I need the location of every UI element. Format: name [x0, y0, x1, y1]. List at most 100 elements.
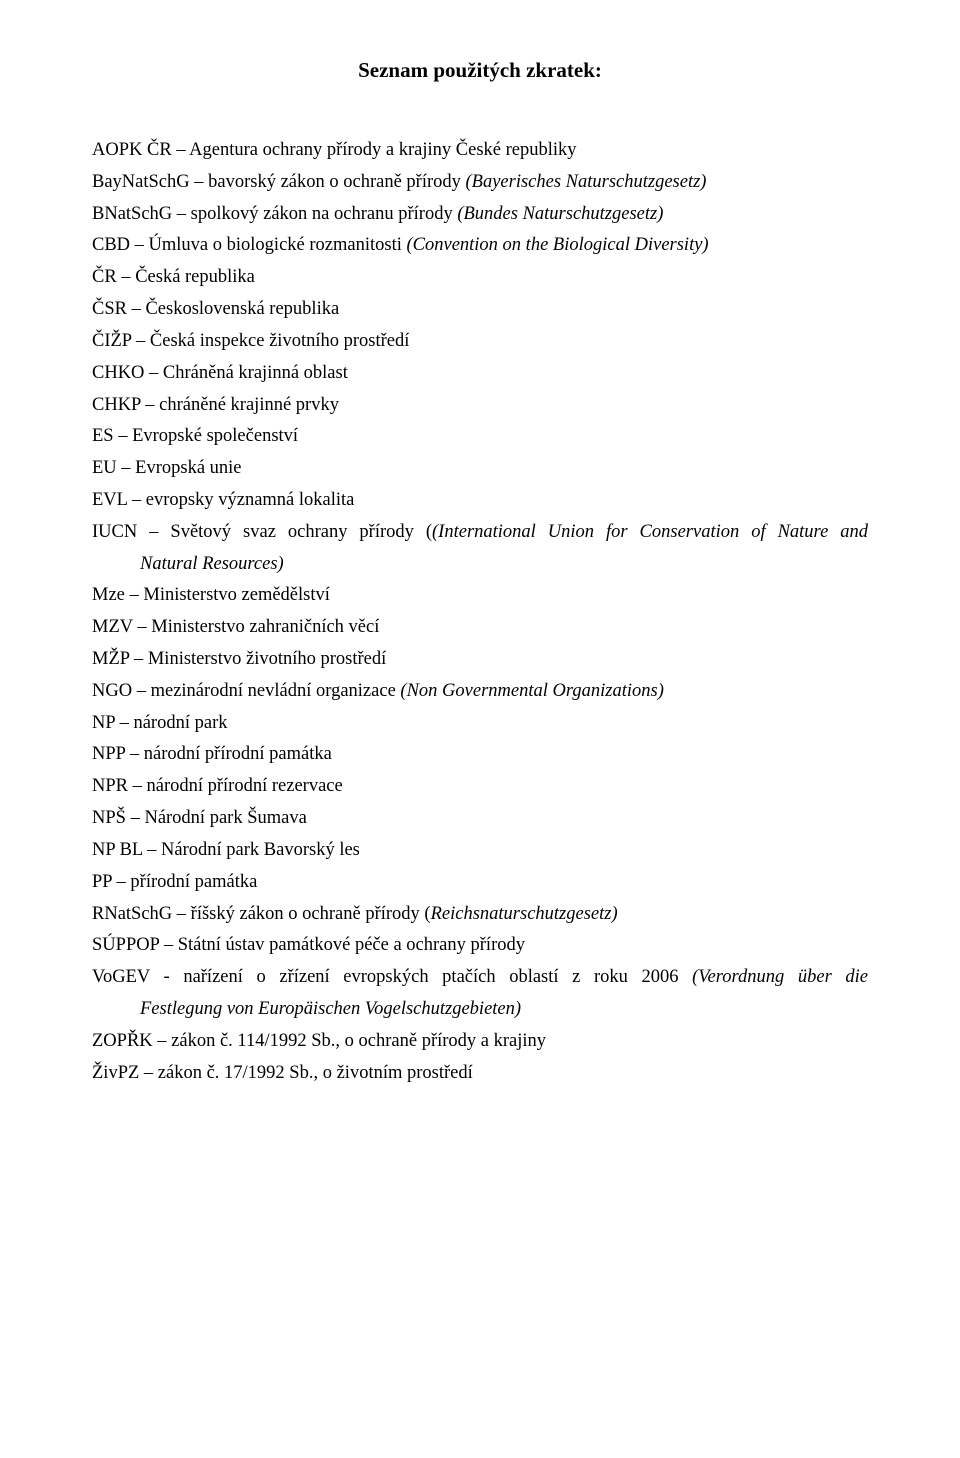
- abbr-entry: NPŠ – Národní park Šumava: [92, 803, 868, 835]
- abbr-label: EU: [92, 458, 117, 478]
- abbr-label: ČIŽP: [92, 331, 131, 351]
- abbr-label: ŽivPZ: [92, 1063, 139, 1083]
- abbr-entry: NPR – národní přírodní rezervace: [92, 771, 868, 803]
- abbr-entry: NP BL – Národní park Bavorský les: [92, 835, 868, 867]
- abbr-def: národní přírodní památka: [144, 744, 332, 764]
- abbr-label: MZV: [92, 617, 133, 637]
- abbr-sep: –: [130, 235, 149, 255]
- abbr-sep: –: [139, 1063, 158, 1083]
- abbr-sep: –: [172, 904, 191, 924]
- abbr-label: PP: [92, 872, 112, 892]
- abbr-def: Ministerstvo životního prostředí: [148, 649, 386, 669]
- abbr-def: Světový svaz ochrany přírody (: [170, 522, 432, 542]
- abbr-label: VoGEV: [92, 967, 150, 987]
- abbr-label: NGO: [92, 681, 132, 701]
- abbr-label: ZOPŘK: [92, 1031, 153, 1051]
- abbr-def: chráněné krajinné prvky: [159, 395, 339, 415]
- abbr-label: CHKP: [92, 395, 141, 415]
- abbr-label: ČSR: [92, 299, 127, 319]
- abbr-entry: ZOPŘK – zákon č. 114/1992 Sb., o ochraně…: [92, 1026, 868, 1058]
- abbr-entry: PP – přírodní památka: [92, 867, 868, 899]
- abbr-sep: –: [125, 585, 144, 605]
- abbr-def: národní přírodní rezervace: [147, 776, 343, 796]
- abbr-sep: –: [144, 363, 163, 383]
- abbr-sep: –: [133, 617, 152, 637]
- abbr-label: ES: [92, 426, 114, 446]
- abbr-def: přírodní památka: [130, 872, 257, 892]
- abbr-label: NPR: [92, 776, 128, 796]
- abbr-sep: –: [125, 744, 144, 764]
- abbr-def: zákon č. 17/1992 Sb., o životním prostře…: [158, 1063, 473, 1083]
- abbr-ital: (Non Governmental Organizations): [400, 681, 663, 701]
- abbr-label: MŽP: [92, 649, 129, 669]
- abbr-entry-continuation: Natural Resources): [92, 549, 868, 581]
- abbr-sep: –: [117, 458, 136, 478]
- abbr-sep: –: [143, 840, 162, 860]
- abbr-label: SÚPPOP: [92, 935, 159, 955]
- abbr-def: říšský zákon o ochraně přírody (: [191, 904, 431, 924]
- abbr-def: Ministerstvo zemědělství: [143, 585, 330, 605]
- abbr-label: ČR: [92, 267, 117, 287]
- abbr-def: bavorský zákon o ochraně přírody: [208, 172, 465, 192]
- abbr-entry: ČIŽP – Česká inspekce životního prostřed…: [92, 326, 868, 358]
- abbr-sep: –: [131, 331, 150, 351]
- abbr-sep: –: [114, 426, 133, 446]
- abbr-ital: Festlegung von Europäischen Vogelschutzg…: [140, 999, 521, 1019]
- abbr-sep: –: [115, 713, 134, 733]
- abbr-entry: BNatSchG – spolkový zákon na ochranu pří…: [92, 199, 868, 231]
- abbr-entry: NGO – mezinárodní nevládní organizace (N…: [92, 676, 868, 708]
- abbr-sep: –: [126, 808, 145, 828]
- abbr-entry: NPP – národní přírodní památka: [92, 739, 868, 771]
- abbr-label: NP BL: [92, 840, 143, 860]
- abbr-ital: (International Union for Conservation of…: [432, 522, 868, 542]
- abbr-entry: ES – Evropské společenství: [92, 421, 868, 453]
- abbr-entry: AOPK ČR – Agentura ochrany přírody a kra…: [92, 135, 868, 167]
- abbr-sep: –: [190, 172, 209, 192]
- abbr-sep: –: [141, 395, 160, 415]
- abbr-entry: RNatSchG – říšský zákon o ochraně přírod…: [92, 899, 868, 931]
- abbr-entry: IUCN – Světový svaz ochrany přírody ((In…: [92, 517, 868, 549]
- abbr-label: Mze: [92, 585, 125, 605]
- abbr-entry: MŽP – Ministerstvo životního prostředí: [92, 644, 868, 676]
- abbr-def: Evropská unie: [135, 458, 241, 478]
- abbr-sep: –: [112, 872, 131, 892]
- abbr-entry: EU – Evropská unie: [92, 453, 868, 485]
- abbr-def: Národní park Šumava: [144, 808, 306, 828]
- abbr-def: Česká republika: [135, 267, 255, 287]
- abbr-entry: ŽivPZ – zákon č. 17/1992 Sb., o životním…: [92, 1058, 868, 1090]
- abbr-label: RNatSchG: [92, 904, 172, 924]
- abbr-sep: –: [137, 522, 170, 542]
- abbr-def: spolkový zákon na ochranu přírody: [191, 204, 458, 224]
- abbr-entry: VoGEV - nařízení o zřízení evropských pt…: [92, 962, 868, 994]
- abbr-ital: Reichsnaturschutzgesetz): [431, 904, 618, 924]
- abbr-entry: ČR – Česká republika: [92, 262, 868, 294]
- abbr-ital: (Convention on the Biological Diversity): [406, 235, 708, 255]
- abbr-label: NP: [92, 713, 115, 733]
- abbr-sep: –: [128, 776, 147, 796]
- abbr-def: Česká inspekce životního prostředí: [150, 331, 409, 351]
- abbr-def: Československá republika: [145, 299, 339, 319]
- abbr-entry: ČSR – Československá republika: [92, 294, 868, 326]
- abbr-entry: MZV – Ministerstvo zahraničních věcí: [92, 612, 868, 644]
- abbr-label: EVL: [92, 490, 127, 510]
- abbr-label: IUCN: [92, 522, 137, 542]
- abbr-entry: EVL – evropsky významná lokalita: [92, 485, 868, 517]
- abbr-ital: (Bayerisches Naturschutzgesetz): [466, 172, 707, 192]
- abbr-entry-continuation: Festlegung von Europäischen Vogelschutzg…: [92, 994, 868, 1026]
- abbr-sep: –: [127, 299, 146, 319]
- abbr-def: mezinárodní nevládní organizace: [151, 681, 401, 701]
- page-title: Seznam použitých zkratek:: [92, 58, 868, 83]
- abbr-ital: (Verordnung über die: [692, 967, 868, 987]
- abbr-def: Národní park Bavorský les: [161, 840, 360, 860]
- abbr-sep: –: [132, 681, 151, 701]
- abbr-label: CBD: [92, 235, 130, 255]
- abbr-def: zákon č. 114/1992 Sb., o ochraně přírody…: [171, 1031, 546, 1051]
- abbr-sep: –: [172, 204, 191, 224]
- abbr-def: evropsky významná lokalita: [146, 490, 355, 510]
- abbr-ital: Natural Resources): [140, 554, 284, 574]
- abbr-entry: CHKP – chráněné krajinné prvky: [92, 390, 868, 422]
- abbr-def: Ministerstvo zahraničních věcí: [151, 617, 379, 637]
- abbr-sep: –: [129, 649, 148, 669]
- abbr-sep: –: [159, 935, 178, 955]
- abbr-sep: -: [150, 967, 183, 987]
